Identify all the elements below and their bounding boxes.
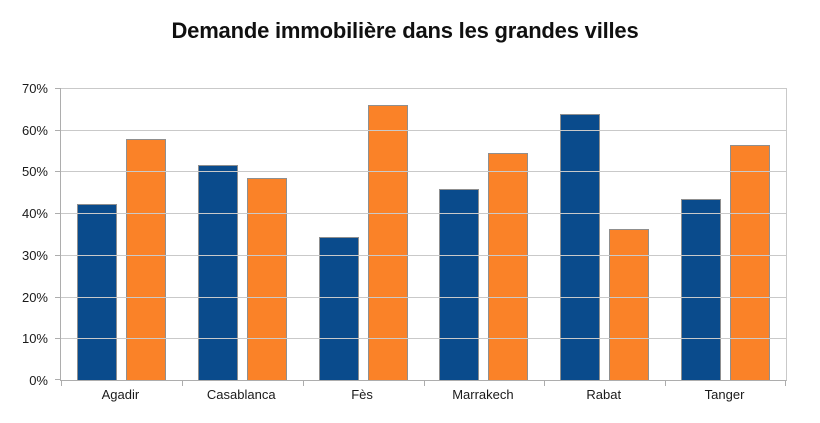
bar-series2-4 — [488, 152, 529, 380]
x-axis-tick — [785, 380, 786, 386]
bar-group-3 — [303, 88, 424, 380]
bar-series2-1 — [125, 138, 166, 380]
x-axis-tick — [61, 380, 62, 386]
y-axis-tick — [55, 338, 61, 340]
y-axis-tick — [55, 129, 61, 131]
y-axis-label: 40% — [21, 206, 48, 222]
y-axis-labels: 0% 10% 20% 30% 40% 50% 60% 70% — [0, 81, 48, 388]
gridline — [61, 296, 786, 298]
bar-group-2 — [182, 88, 303, 380]
chart-title: Demande immobilière dans les grandes vil… — [171, 18, 639, 43]
bar-group-4 — [423, 88, 544, 380]
y-axis-label: 50% — [21, 164, 48, 180]
x-axis-label: Marrakech — [452, 387, 514, 402]
bar-series2-6 — [730, 144, 771, 380]
bar-series1-4 — [439, 189, 480, 380]
bar-series1-2 — [197, 164, 238, 380]
y-axis-label: 20% — [21, 289, 48, 305]
bar-series2-2 — [246, 178, 287, 380]
gridline — [61, 88, 786, 89]
bar-group-5 — [544, 88, 665, 380]
y-axis-label: 70% — [21, 81, 48, 96]
bar-series2-3 — [367, 105, 408, 380]
bar-series2-5 — [609, 229, 650, 380]
y-axis-label: 30% — [21, 247, 48, 263]
y-axis-tick — [55, 171, 61, 173]
bar-group-6 — [665, 88, 786, 380]
bar-series1-3 — [318, 236, 359, 380]
x-axis-label: Agadir — [101, 387, 140, 402]
y-axis-tick — [55, 88, 61, 89]
x-axis-labels: Agadir Casablanca Fès Marrakech Rabat Tanger — [60, 387, 785, 402]
y-axis-tick — [55, 379, 61, 380]
y-axis-tick — [55, 296, 61, 298]
y-axis-label: 0% — [29, 373, 48, 388]
gridline — [61, 338, 786, 340]
gridline — [61, 129, 786, 131]
x-axis-tick — [665, 380, 667, 386]
x-axis-tick — [423, 380, 425, 386]
gridline — [61, 254, 786, 256]
x-axis-label: Tanger — [704, 387, 745, 402]
y-axis-label: 60% — [21, 122, 48, 138]
gridline — [61, 213, 786, 215]
x-axis-tick — [181, 380, 183, 386]
bar-series1-1 — [76, 203, 117, 380]
x-axis-tick — [302, 380, 304, 386]
y-axis-tick — [55, 213, 61, 215]
gridline — [61, 171, 786, 173]
x-axis-label: Casablanca — [206, 387, 276, 402]
bar-series1-6 — [681, 198, 722, 380]
bar-series1-5 — [560, 113, 601, 380]
x-axis-tick — [544, 380, 546, 386]
y-axis-label: 10% — [21, 331, 48, 347]
plot-area — [55, 88, 787, 386]
bar-group-1 — [61, 88, 182, 380]
x-axis-label: Rabat — [586, 387, 622, 402]
bar-groups — [61, 88, 786, 380]
y-axis-tick — [55, 254, 61, 256]
x-axis-label: Fès — [351, 387, 373, 402]
